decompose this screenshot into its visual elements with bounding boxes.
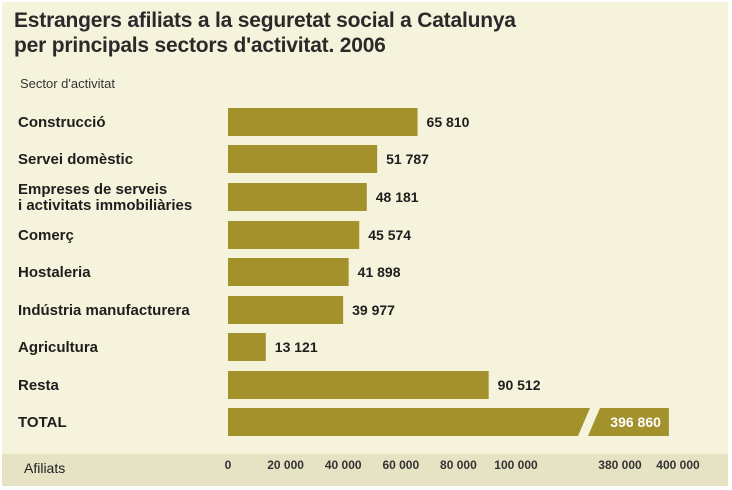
value-label: 90 512 (498, 377, 541, 393)
x-tick-label: 60 000 (382, 458, 419, 472)
value-label: 396 860 (610, 414, 661, 430)
x-tick-label: 80 000 (440, 458, 477, 472)
category-label: Resta (18, 377, 60, 394)
value-label: 39 977 (352, 302, 395, 318)
x-tick-label: 40 000 (325, 458, 362, 472)
x-axis-band (2, 454, 728, 486)
x-tick-label: 400 000 (656, 458, 700, 472)
bar (228, 296, 344, 324)
value-label: 65 810 (427, 114, 470, 130)
category-label: Indústria manufacturera (18, 302, 190, 319)
category-label: Comerç (18, 227, 74, 244)
x-tick-label: 20 000 (267, 458, 304, 472)
value-label: 48 181 (376, 189, 419, 205)
bar (228, 183, 367, 211)
value-label: 45 574 (368, 227, 411, 243)
bar (228, 145, 378, 173)
category-label: TOTAL (18, 414, 67, 431)
category-axis-header: Sector d'activitat (20, 76, 115, 91)
category-label: Construcció (18, 114, 106, 131)
value-label: 41 898 (358, 264, 401, 280)
x-tick-label: 100 000 (494, 458, 538, 472)
chart-title: Estrangers afiliats a la seguretat socia… (14, 8, 516, 58)
category-label: Hostaleria (18, 264, 91, 281)
bar (228, 108, 418, 136)
x-tick-label: 0 (225, 458, 232, 472)
x-tick-label: 380 000 (598, 458, 642, 472)
category-label: Empreses de serveis i activitats immobili… (18, 181, 192, 214)
bar-segment-right (588, 408, 669, 436)
category-label: Servei domèstic (18, 151, 133, 168)
x-axis-label: Afiliats (24, 460, 66, 476)
value-label: 13 121 (275, 339, 318, 355)
bar (228, 371, 489, 399)
category-label: Agricultura (18, 339, 99, 356)
chart-title-line2: per principals sectors d'activitat. 2006 (14, 34, 386, 57)
value-label: 51 787 (386, 151, 429, 167)
bar-segment-left (228, 408, 590, 436)
bar (228, 333, 266, 361)
bar (228, 221, 360, 249)
chart-title-line1: Estrangers afiliats a la seguretat socia… (14, 9, 516, 32)
bar-chart: Construcció 65 810 Servei domèstic 51 787 Em… (18, 108, 700, 472)
bar (228, 258, 349, 286)
chart-frame: Estrangers afiliats a la seguretat socia… (2, 2, 728, 486)
